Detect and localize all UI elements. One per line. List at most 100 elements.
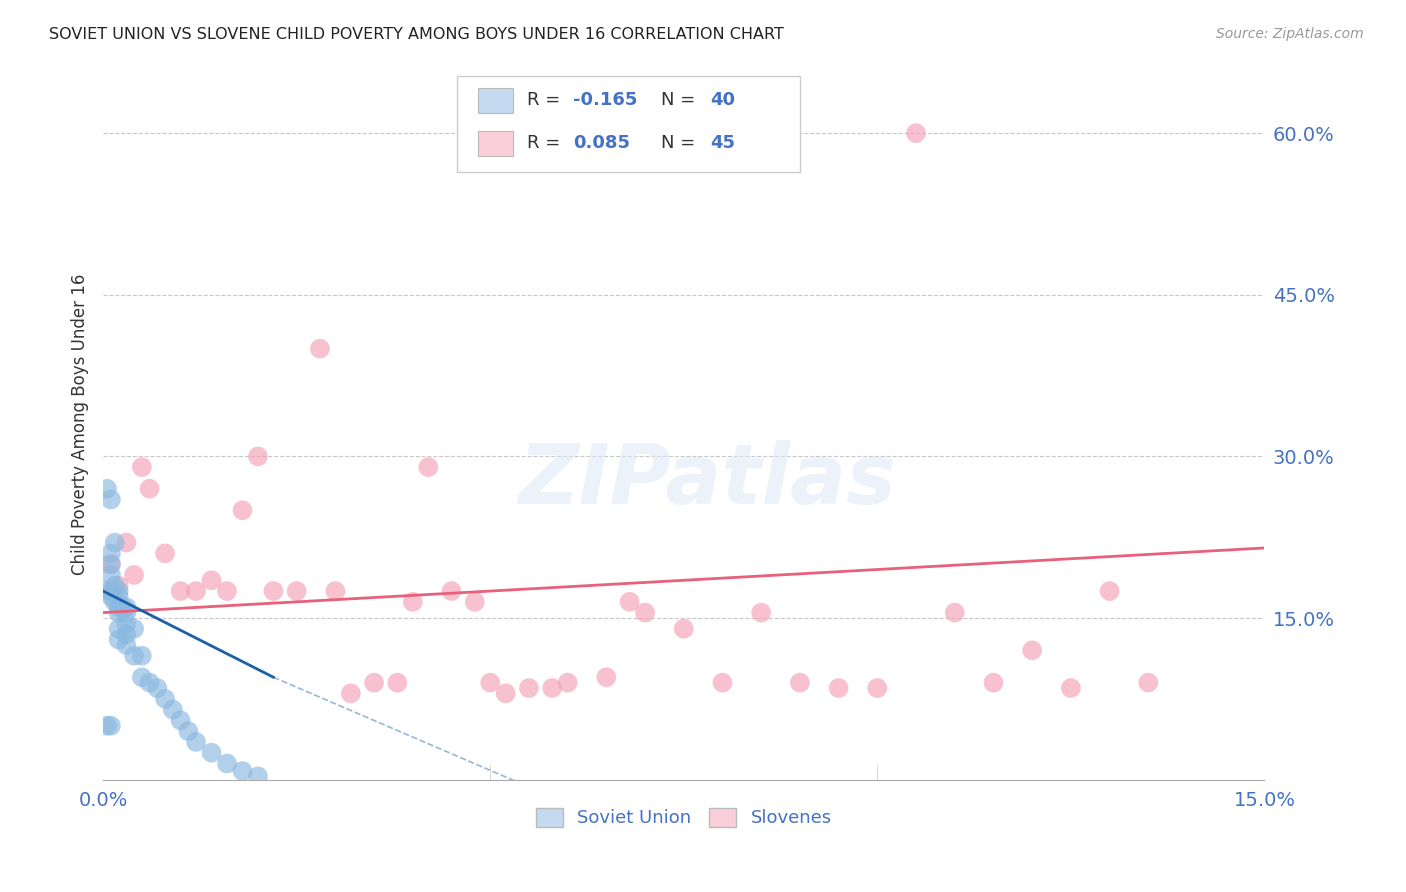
Point: [464, 595, 486, 609]
Point: [96, 584, 118, 599]
Point: [387, 675, 409, 690]
Point: [672, 622, 695, 636]
Text: -0.165: -0.165: [574, 91, 638, 109]
Point: [231, 503, 253, 517]
Point: [169, 714, 191, 728]
Point: [517, 681, 540, 695]
Point: [115, 606, 138, 620]
Point: [100, 546, 122, 560]
Point: [107, 590, 129, 604]
Point: [440, 584, 463, 599]
Point: [153, 546, 176, 560]
Y-axis label: Child Poverty Among Boys Under 16: Child Poverty Among Boys Under 16: [72, 273, 89, 574]
Point: [866, 681, 889, 695]
Point: [100, 568, 122, 582]
Point: [1021, 643, 1043, 657]
FancyBboxPatch shape: [457, 76, 800, 171]
Point: [749, 606, 772, 620]
Point: [789, 675, 811, 690]
Point: [122, 648, 145, 663]
Point: [107, 600, 129, 615]
Point: [115, 627, 138, 641]
Legend: Soviet Union, Slovenes: Soviet Union, Slovenes: [529, 801, 839, 835]
Point: [131, 670, 153, 684]
Point: [340, 686, 363, 700]
Point: [169, 584, 191, 599]
Text: ZIPatlas: ZIPatlas: [517, 441, 896, 522]
Text: R =: R =: [527, 91, 567, 109]
Point: [200, 574, 222, 588]
Point: [983, 675, 1005, 690]
Point: [184, 584, 207, 599]
Point: [104, 595, 127, 609]
Text: N =: N =: [661, 91, 700, 109]
Text: 0.085: 0.085: [574, 134, 630, 152]
Point: [711, 675, 734, 690]
Point: [541, 681, 564, 695]
Point: [146, 681, 169, 695]
FancyBboxPatch shape: [478, 88, 513, 113]
Point: [107, 579, 129, 593]
Point: [262, 584, 284, 599]
Point: [100, 719, 122, 733]
Point: [246, 769, 269, 783]
Point: [418, 460, 440, 475]
Point: [1098, 584, 1121, 599]
Point: [309, 342, 332, 356]
Point: [138, 482, 160, 496]
FancyBboxPatch shape: [478, 131, 513, 156]
Point: [200, 746, 222, 760]
Point: [96, 719, 118, 733]
Point: [479, 675, 502, 690]
Point: [104, 535, 127, 549]
Text: Source: ZipAtlas.com: Source: ZipAtlas.com: [1216, 27, 1364, 41]
Point: [402, 595, 425, 609]
Text: R =: R =: [527, 134, 567, 152]
Point: [905, 126, 928, 140]
Point: [285, 584, 308, 599]
Point: [100, 557, 122, 571]
Point: [115, 535, 138, 549]
Point: [619, 595, 641, 609]
Text: N =: N =: [661, 134, 700, 152]
Point: [100, 584, 122, 599]
Point: [100, 492, 122, 507]
Point: [111, 600, 134, 615]
Point: [595, 670, 617, 684]
Point: [104, 579, 127, 593]
Point: [122, 568, 145, 582]
Point: [827, 681, 849, 695]
Text: 40: 40: [710, 91, 735, 109]
Point: [138, 675, 160, 690]
Point: [215, 584, 238, 599]
Point: [215, 756, 238, 771]
Point: [495, 686, 517, 700]
Point: [1060, 681, 1083, 695]
Point: [100, 590, 122, 604]
Point: [107, 606, 129, 620]
Point: [131, 460, 153, 475]
Point: [153, 691, 176, 706]
Point: [325, 584, 347, 599]
Point: [107, 584, 129, 599]
Point: [162, 702, 184, 716]
Point: [1137, 675, 1160, 690]
Point: [115, 616, 138, 631]
Point: [557, 675, 579, 690]
Point: [363, 675, 385, 690]
Point: [184, 735, 207, 749]
Point: [100, 557, 122, 571]
Point: [107, 632, 129, 647]
Point: [96, 482, 118, 496]
Point: [634, 606, 657, 620]
Point: [231, 764, 253, 778]
Point: [115, 600, 138, 615]
Point: [107, 622, 129, 636]
Point: [177, 724, 200, 739]
Point: [122, 622, 145, 636]
Point: [943, 606, 966, 620]
Point: [246, 450, 269, 464]
Point: [131, 648, 153, 663]
Text: 45: 45: [710, 134, 735, 152]
Text: SOVIET UNION VS SLOVENE CHILD POVERTY AMONG BOYS UNDER 16 CORRELATION CHART: SOVIET UNION VS SLOVENE CHILD POVERTY AM…: [49, 27, 785, 42]
